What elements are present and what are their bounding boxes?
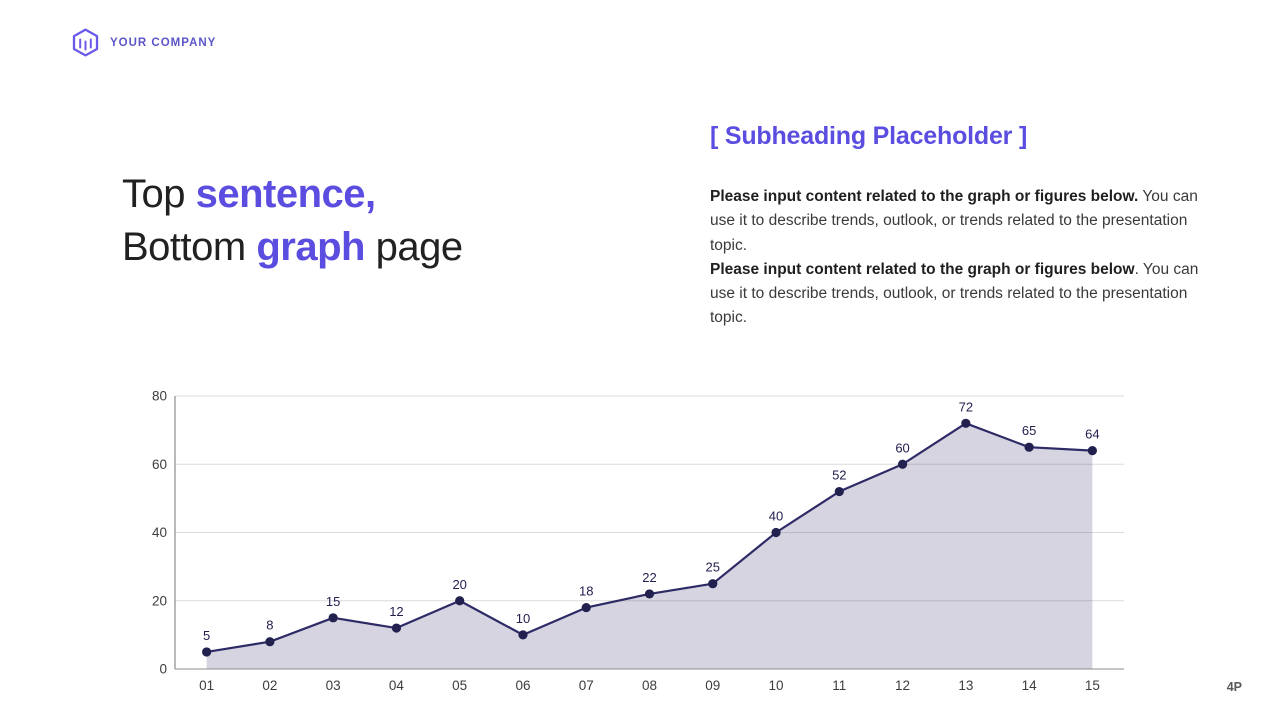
data-point (391, 623, 402, 633)
x-axis-tick-label: 07 (579, 678, 594, 693)
x-axis-tick-label: 03 (326, 678, 341, 693)
body-bold-text: Please input content related to the grap… (710, 188, 1139, 205)
data-point (265, 637, 275, 647)
x-axis-tick-label: 14 (1022, 678, 1038, 693)
title-line-2: Bottom graph page (122, 221, 463, 274)
data-label: 52 (832, 468, 846, 483)
company-logo-icon (72, 28, 99, 57)
company-name: YOUR COMPANY (110, 36, 217, 49)
data-label: 8 (266, 618, 273, 633)
title-line-1: Top sentence, (122, 168, 463, 221)
title-text: Top (122, 172, 196, 216)
data-label: 12 (389, 604, 403, 619)
x-axis-tick-label: 13 (958, 678, 973, 693)
y-axis-tick-label: 40 (152, 525, 167, 540)
data-point (518, 630, 528, 640)
data-point (897, 459, 908, 469)
data-point (202, 647, 212, 657)
data-point (708, 579, 718, 589)
page-number: 4P (1226, 680, 1242, 694)
y-axis-tick-label: 0 (159, 662, 167, 677)
data-label: 40 (769, 509, 783, 524)
data-label: 22 (642, 570, 656, 585)
y-axis-tick-label: 20 (152, 593, 167, 608)
y-axis-tick-label: 80 (152, 389, 167, 404)
body-regular-text: . You can use it to describe trends, out… (710, 260, 1199, 327)
line-chart: 0 20 40 60 80 5 01 8 02 15 03 12 04 20 05 10 06 18 07 22 08 2… (140, 388, 1140, 700)
data-label: 64 (1085, 427, 1099, 442)
title-accent: sentence, (195, 172, 377, 216)
title-accent: graph (256, 225, 365, 269)
y-axis-tick-label: 60 (152, 457, 167, 472)
subheading: [ Subheading Placeholder ] (710, 122, 1028, 150)
page-title: Top sentence, Bottom graph page (122, 168, 463, 274)
data-point (581, 602, 591, 613)
body-paragraph-2: Please input content related to the grap… (710, 258, 1208, 331)
data-point (455, 596, 465, 606)
x-axis-tick-label: 04 (389, 678, 405, 693)
data-label: 60 (895, 440, 909, 455)
data-label: 72 (959, 399, 973, 414)
data-label: 18 (579, 584, 593, 599)
x-axis-tick-label: 09 (705, 678, 720, 693)
x-axis-tick-label: 10 (769, 678, 784, 693)
data-label: 10 (516, 611, 530, 626)
body-bold-text: Please input content related to the grap… (710, 260, 1135, 278)
x-axis-tick-label: 11 (832, 678, 846, 693)
x-axis-tick-label: 12 (895, 678, 910, 693)
data-label: 15 (326, 594, 340, 609)
x-axis-tick-label: 06 (515, 678, 530, 693)
data-label: 65 (1022, 423, 1036, 438)
content-column: [ Subheading Placeholder ] Please input … (710, 122, 1210, 331)
body-regular-text: You can use it to describe trends, outlo… (710, 188, 1198, 254)
data-label: 5 (203, 628, 210, 643)
data-point (834, 486, 844, 497)
data-label: 20 (452, 577, 466, 592)
title-text: Bottom (122, 225, 257, 269)
data-point (771, 527, 781, 538)
x-axis-tick-label: 01 (199, 678, 214, 693)
line-chart-svg: 0 20 40 60 80 5 01 8 02 15 03 12 04 20 05 10 06 18 07 22 08 2… (152, 389, 1124, 693)
data-point (961, 418, 971, 428)
data-point (1087, 446, 1097, 456)
title-text: page (364, 225, 463, 269)
body-paragraph-1: Please input content related to the grap… (710, 185, 1208, 258)
data-point (644, 589, 655, 599)
logo: YOUR COMPANY (72, 28, 216, 57)
data-point (328, 613, 338, 623)
area-fill (206, 423, 1093, 669)
data-point (1024, 442, 1034, 452)
data-label: 25 (706, 560, 720, 575)
x-axis-tick-label: 08 (642, 678, 657, 693)
x-axis-tick-label: 15 (1085, 678, 1100, 693)
x-axis-tick-label: 02 (262, 678, 277, 693)
x-axis-tick-label: 05 (452, 678, 467, 693)
